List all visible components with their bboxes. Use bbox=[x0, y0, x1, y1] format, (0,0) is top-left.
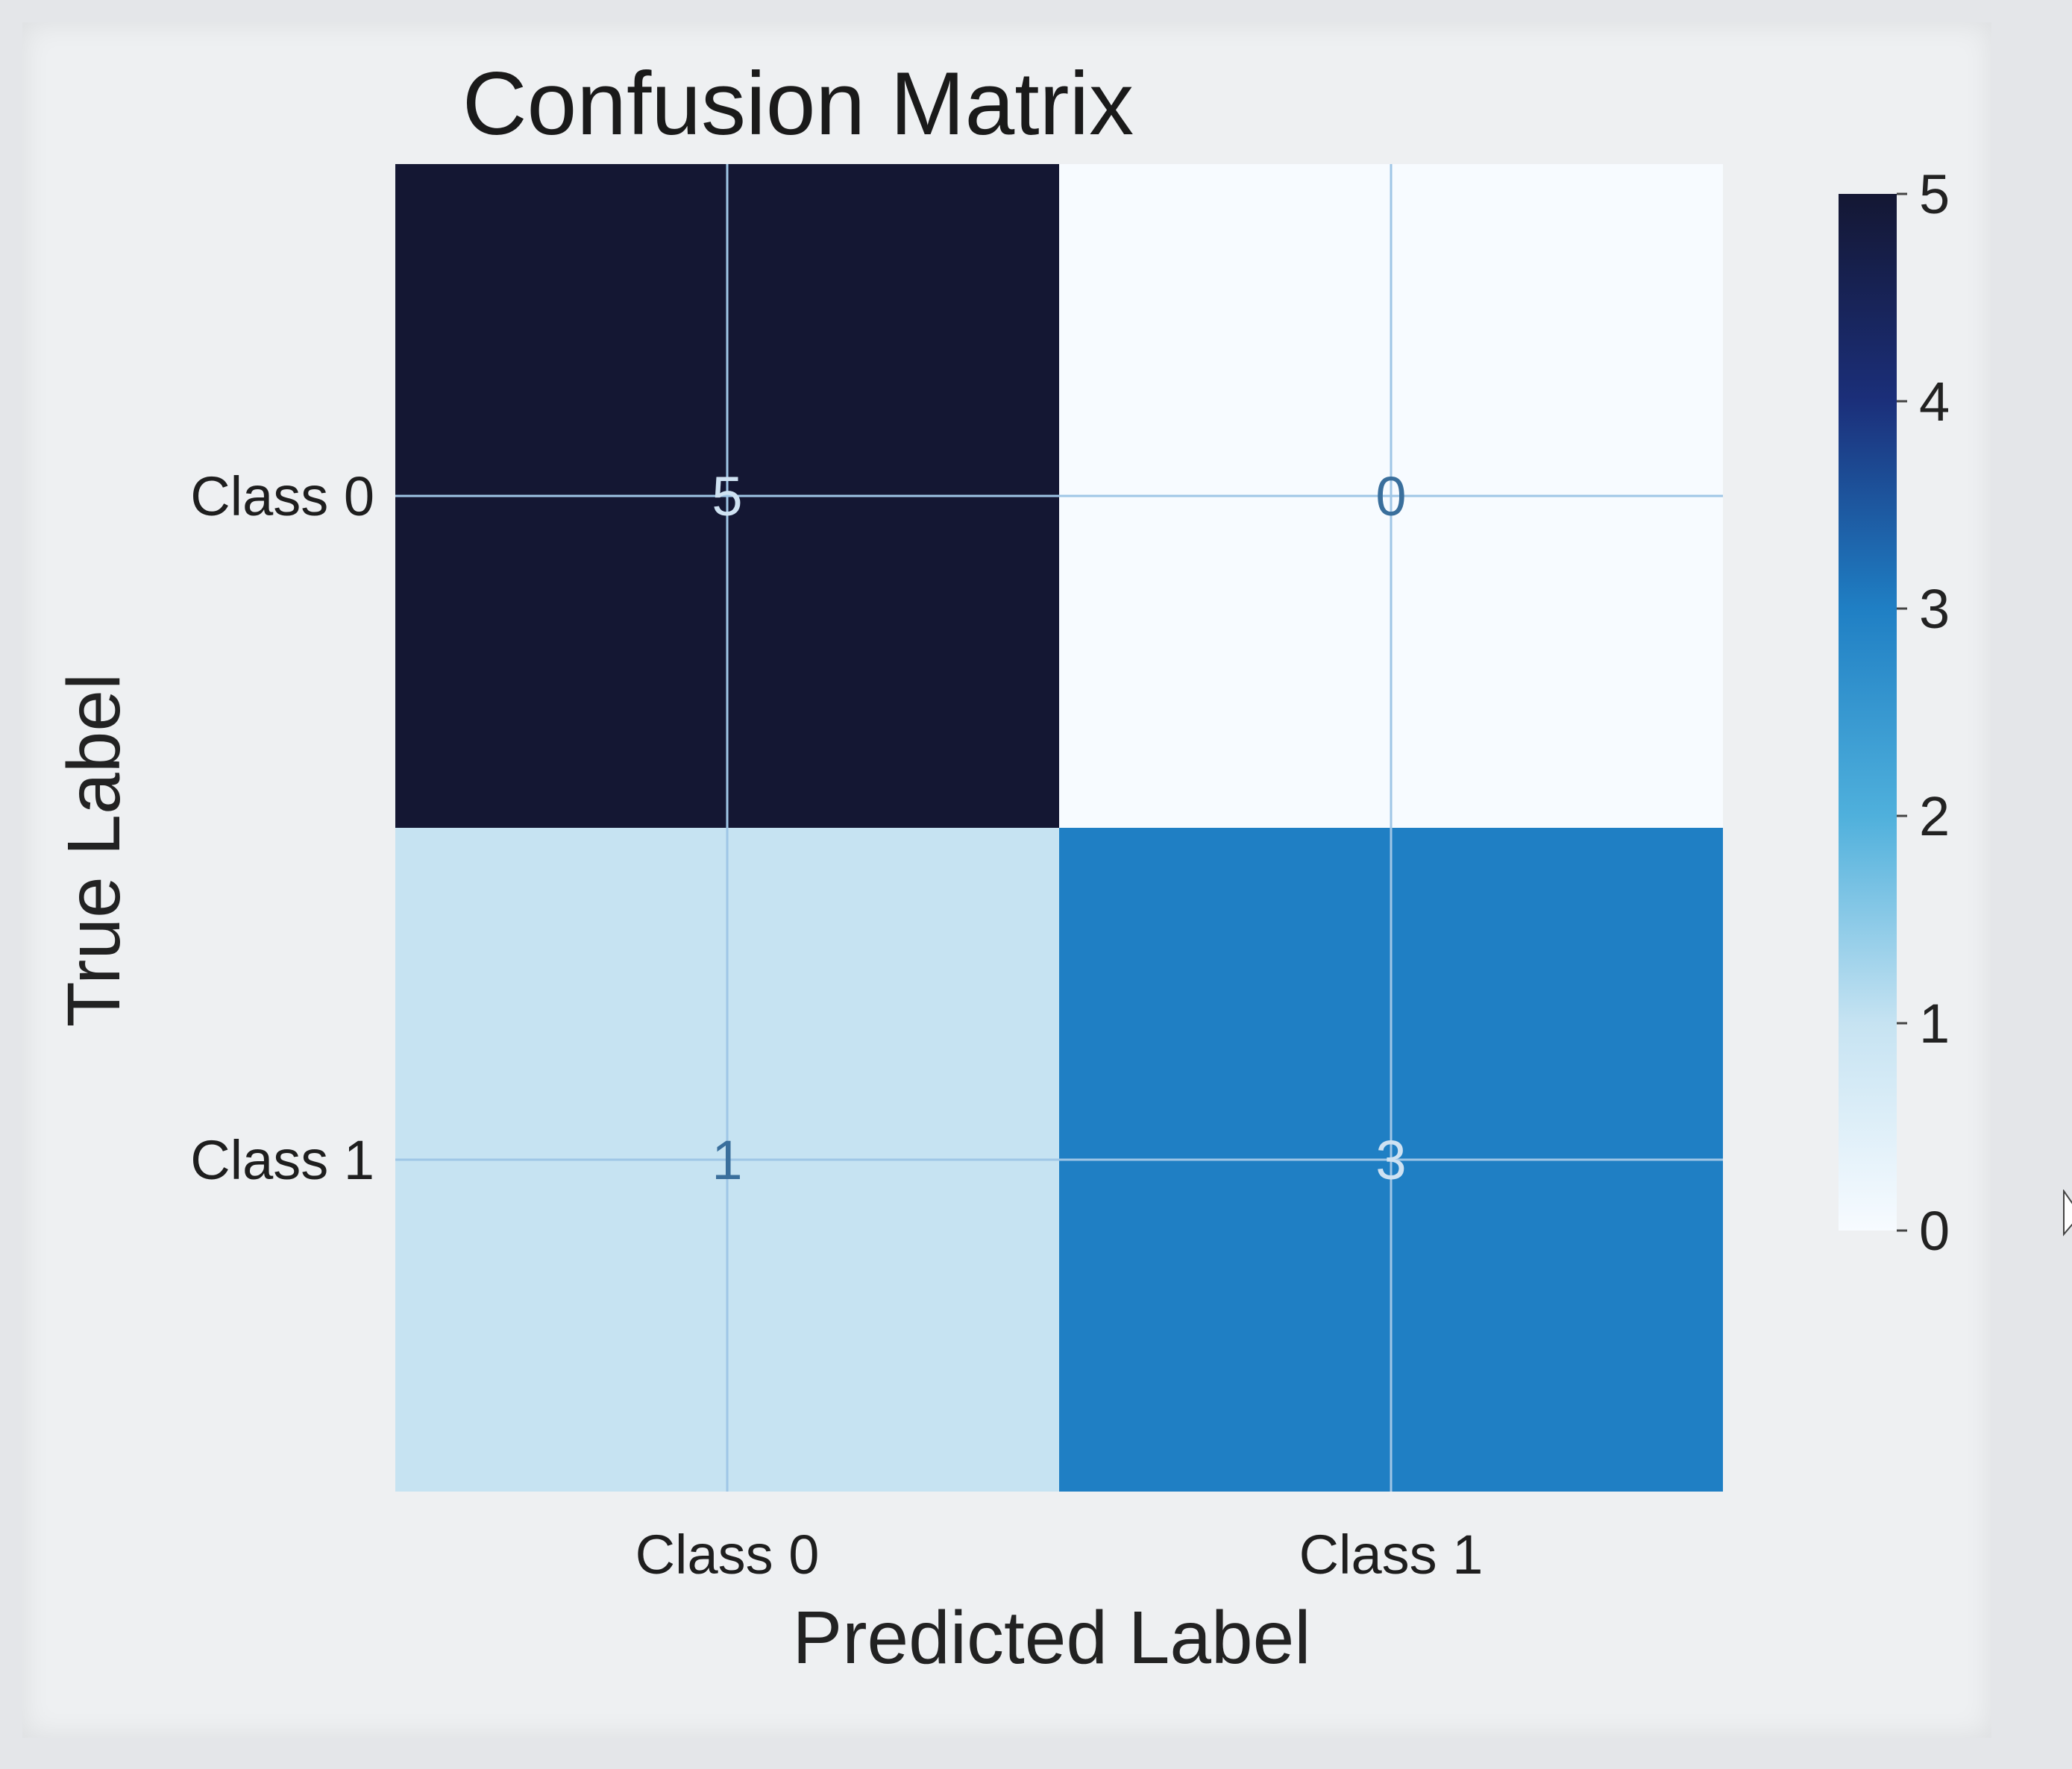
colorbar-tick-label-5: 5 bbox=[1919, 163, 1950, 225]
colorbar bbox=[1839, 194, 1897, 1231]
x-tick-label-1: Class 1 bbox=[1299, 1524, 1484, 1586]
mouse-cursor-icon bbox=[2063, 1190, 2072, 1237]
colorbar-tick-label-4: 4 bbox=[1919, 371, 1950, 433]
cell-value-label-r0-c1: 0 bbox=[1375, 465, 1406, 527]
y-axis-title: True Label bbox=[52, 673, 136, 1027]
colorbar-tick-label-3: 3 bbox=[1919, 578, 1950, 640]
x-tick-label-0: Class 0 bbox=[635, 1524, 820, 1586]
x-axis-title: Predicted Label bbox=[793, 1596, 1311, 1680]
colorbar-tick-label-2: 2 bbox=[1919, 785, 1950, 847]
cell-value-label-r0-c0: 5 bbox=[712, 465, 742, 527]
confusion-matrix-chart: Confusion Matrix 5 0 1 3 Class 0 Class 1 Cla… bbox=[52, 54, 1950, 1680]
y-tick-label-0: Class 0 bbox=[190, 465, 374, 527]
cell-value-label-r1-c0: 1 bbox=[712, 1129, 742, 1191]
colorbar-tick-label-0: 0 bbox=[1919, 1200, 1950, 1262]
cell-value-label-r1-c1: 3 bbox=[1375, 1129, 1406, 1191]
chart-panel: Confusion Matrix 5 0 1 3 Class 0 Class 1 Cla… bbox=[22, 22, 2072, 1738]
chart-title: Confusion Matrix bbox=[462, 54, 1134, 154]
y-tick-label-1: Class 1 bbox=[190, 1129, 374, 1191]
colorbar-tick-label-1: 1 bbox=[1919, 993, 1950, 1055]
